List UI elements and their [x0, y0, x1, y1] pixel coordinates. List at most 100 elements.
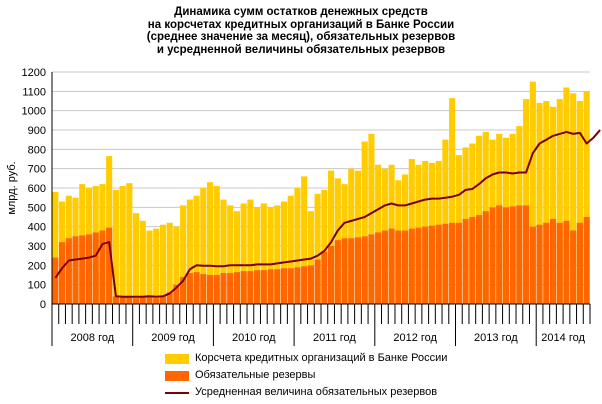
y-tick-label: 200 — [28, 260, 46, 272]
year-label: 2012 год — [393, 332, 437, 344]
bar-reserves — [334, 240, 341, 304]
bar-korschet — [523, 99, 530, 304]
bar-reserves — [85, 234, 93, 304]
bar-reserves — [153, 298, 160, 304]
bar-korschet — [146, 230, 153, 304]
bar-reserves — [173, 284, 180, 304]
bar-reserves — [247, 271, 254, 304]
bar-reserves — [435, 224, 442, 304]
bar-reserves — [193, 272, 200, 304]
chart-title-line-4: и усредненной величины обязательных резе… — [156, 43, 446, 56]
y-tick-label: 1100 — [22, 86, 46, 98]
bar-reserves — [482, 211, 489, 304]
bar-korschet — [119, 186, 126, 304]
bar-korschet — [220, 199, 227, 304]
bar-reserves — [254, 270, 261, 304]
bar-reserves — [475, 215, 483, 304]
bar-reserves — [79, 235, 86, 304]
bar-reserves — [455, 222, 462, 304]
legend-label-averaged: Усредненная величина обязательных резерв… — [195, 386, 438, 398]
bar-korschet — [328, 170, 335, 304]
bar-reserves — [583, 217, 590, 304]
year-label: 2013 год — [474, 332, 518, 344]
bar-reserves — [415, 227, 422, 304]
bar-reserves — [361, 236, 368, 304]
bar-reserves — [227, 273, 234, 304]
bar-reserves — [92, 232, 99, 304]
bar-reserves — [462, 218, 469, 304]
bar-reserves — [294, 267, 301, 304]
bar-reserves — [375, 232, 382, 304]
bar-reserves — [72, 236, 79, 304]
bar-reserves — [422, 226, 429, 304]
bar-reserves — [395, 230, 402, 304]
bar-reserves — [556, 222, 563, 304]
bar-reserves — [166, 292, 173, 304]
legend-swatch-averaged — [165, 392, 189, 394]
year-label: 2010 год — [232, 332, 276, 344]
bar-korschet — [233, 211, 240, 304]
year-label: 2008 год — [71, 332, 115, 344]
bar-korschet — [153, 228, 160, 304]
bar-reserves — [52, 257, 59, 304]
y-tick-label: 700 — [28, 164, 46, 176]
y-tick-label: 100 — [28, 280, 46, 292]
bar-korschet — [52, 191, 59, 304]
bar-korschet — [314, 193, 321, 304]
bar-korschet — [267, 207, 274, 304]
bar-korschet — [193, 195, 200, 304]
bar-reserves — [408, 228, 415, 304]
bar-reserves — [516, 205, 523, 304]
bar-korschet — [240, 203, 247, 304]
bar-korschet — [536, 102, 543, 304]
bar-korschet — [287, 195, 294, 304]
bar-korschet — [570, 93, 577, 305]
y-tick-label: 400 — [28, 222, 46, 234]
bar-reserves — [388, 228, 395, 304]
bar-korschet — [274, 205, 281, 304]
line-averaged-reserves — [54, 129, 601, 298]
bar-korschet — [133, 213, 140, 304]
y-tick-label: 0 — [40, 299, 46, 311]
bar-korschet — [126, 183, 133, 304]
legend-label-korschet: Корсчета кредитных организаций в Банке Р… — [195, 352, 448, 364]
y-tick-label: 500 — [28, 202, 46, 214]
chart-title: Динамика сумм остатков денежных средств … — [0, 6, 602, 56]
bar-korschet — [361, 141, 368, 304]
bar-reserves — [159, 296, 167, 304]
bar-reserves — [119, 297, 126, 304]
bar-reserves — [489, 207, 496, 304]
bar-reserves — [213, 275, 220, 304]
bar-korschet — [583, 91, 590, 304]
year-label: 2014 год — [541, 332, 585, 344]
bar-reserves — [570, 230, 577, 304]
bar-korschet — [348, 168, 355, 304]
y-tick-label: 600 — [28, 183, 46, 195]
bar-reserves — [328, 246, 335, 304]
legend-swatch-korschet — [165, 354, 189, 364]
bar-korschet — [139, 220, 146, 304]
bar-reserves — [301, 266, 308, 304]
bar-reserves — [65, 238, 72, 304]
legend-swatch-reserves — [165, 371, 189, 381]
y-axis-label: млрд. руб. — [6, 161, 18, 214]
bar-reserves — [180, 276, 187, 304]
chart-title-line-3: (среднее значение за месяц), обязательны… — [146, 31, 456, 43]
bar-reserves — [321, 251, 328, 304]
bar-reserves — [428, 225, 436, 304]
bar-reserves — [307, 265, 314, 304]
bar-reserves — [576, 222, 583, 304]
year-label: 2011 год — [313, 332, 356, 344]
bar-reserves — [348, 238, 355, 304]
bar-reserves — [220, 273, 227, 304]
bar-korschet — [180, 205, 187, 304]
bar-korschet — [206, 182, 214, 304]
bar-reserves — [341, 238, 348, 304]
bar-korschet — [321, 189, 328, 304]
bar-korschet — [227, 205, 234, 304]
bar-reserves — [354, 237, 362, 304]
bar-reserves — [186, 273, 193, 304]
bar-korschet — [159, 224, 167, 304]
bar-reserves — [314, 259, 321, 304]
